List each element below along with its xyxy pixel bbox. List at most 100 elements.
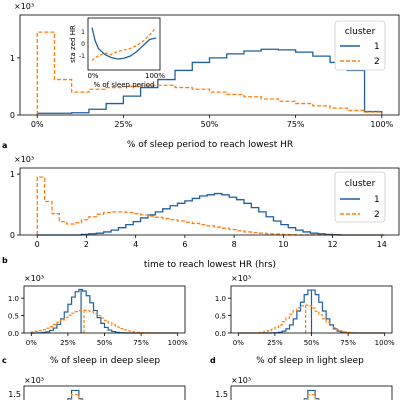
panel-a-frame bbox=[19, 14, 400, 116]
panel-b-series bbox=[36, 176, 385, 236]
panel-d-exponent: ×10³ bbox=[231, 274, 251, 283]
series-1-line bbox=[36, 48, 383, 115]
panel-a-series bbox=[36, 31, 383, 115]
panel-f-exponent: ×10³ bbox=[231, 376, 251, 385]
panel-d-ticks: 0% 25% 50% 75% 100% 0.0 0.5 1.0 bbox=[215, 295, 395, 347]
ytick-label: 0.5 bbox=[8, 313, 19, 321]
series-2-line bbox=[303, 393, 320, 400]
xtick-label: 75% bbox=[340, 339, 356, 347]
xtick-label: 25% bbox=[114, 120, 132, 129]
xtick-label: 8 bbox=[232, 240, 237, 249]
series-1-line bbox=[303, 389, 320, 400]
series-2-line bbox=[67, 393, 84, 400]
xtick-label: 2 bbox=[84, 240, 89, 249]
xtick-label: 0% bbox=[26, 339, 37, 347]
panel-a-xlabel: % of sleep period to reach lowest HR bbox=[127, 140, 293, 150]
panel-e: ×10³ 1.5 bbox=[8, 376, 186, 400]
xtick-label: 0% bbox=[233, 339, 244, 347]
ytick-label: 0.0 bbox=[215, 330, 226, 338]
xtick-label: 50% bbox=[201, 120, 219, 129]
panel-f: ×10³ 1.5 bbox=[215, 376, 393, 400]
panel-e-frame bbox=[23, 385, 186, 400]
panel-a-legend: cluster 1 2 bbox=[334, 20, 386, 71]
panel-b-xlabel: time to reach lowest HR (hrs) bbox=[144, 260, 276, 270]
xtick-label: 100% bbox=[370, 120, 393, 129]
inset-ytick-0: 0 bbox=[81, 41, 85, 48]
xtick-label: 75% bbox=[133, 339, 149, 347]
panel-b-legend: cluster 1 2 bbox=[334, 171, 386, 223]
panel-c-ticks: 0% 25% 50% 75% 100% 0.0 0.5 1.0 bbox=[8, 295, 188, 347]
inset-xlabel: % of sleep period bbox=[93, 81, 154, 89]
ytick-label: 0.5 bbox=[215, 313, 226, 321]
panel-f-ytick: 1.5 bbox=[215, 390, 228, 399]
series-1-line bbox=[37, 192, 385, 236]
panel-b-frame bbox=[19, 167, 400, 236]
inset-series-2-line bbox=[91, 27, 157, 61]
inset-ytick-neg1: -1 bbox=[79, 53, 85, 60]
ytick-label: 1 bbox=[10, 54, 15, 63]
series-2-line bbox=[36, 31, 383, 115]
panel-a: a ×10³ % of sleep period to reach lowest… bbox=[2, 2, 400, 150]
inset-series-1-line bbox=[91, 27, 157, 60]
xtick-label: 75% bbox=[287, 120, 305, 129]
panel-d-series bbox=[237, 289, 385, 334]
xtick-label: 0 bbox=[35, 240, 40, 249]
inset-ytick-1: 1 bbox=[81, 29, 85, 36]
legend-entry-2: 2 bbox=[374, 57, 380, 67]
legend-entry-1: 1 bbox=[374, 42, 380, 52]
panel-e-exponent: ×10³ bbox=[24, 376, 44, 385]
legend-title: cluster bbox=[345, 27, 376, 37]
xtick-label: 100% bbox=[168, 339, 188, 347]
panel-c-frame bbox=[23, 285, 186, 334]
ytick-label: 0.0 bbox=[8, 330, 19, 338]
inset-ylabel: sta zed HR bbox=[69, 25, 77, 63]
panel-d-letter: d bbox=[210, 356, 216, 365]
panel-f-frame bbox=[230, 385, 393, 400]
xtick-label: 6 bbox=[182, 240, 187, 249]
panel-f-series bbox=[303, 389, 320, 400]
panel-c-letter: c bbox=[2, 356, 7, 365]
xtick-label: 25% bbox=[267, 339, 283, 347]
panel-d-xlabel: % of sleep in light sleep bbox=[256, 356, 364, 366]
panel-d: d ×10³ % of sleep in light sleep 0% 25% 50… bbox=[210, 274, 395, 366]
ytick-label: 1 bbox=[10, 170, 15, 179]
legend-box bbox=[334, 171, 386, 223]
panel-e-ytick: 1.5 bbox=[8, 390, 21, 399]
panel-b: b ×10³ time to reach lowest HR (hrs) 0 2 4… bbox=[2, 155, 400, 270]
panel-e-series bbox=[67, 389, 84, 400]
inset-frame bbox=[87, 17, 161, 71]
panel-a-exponent: ×10³ bbox=[14, 2, 34, 11]
panel-d-frame bbox=[230, 285, 393, 334]
xtick-label: 50% bbox=[97, 339, 113, 347]
series-1-line bbox=[30, 288, 178, 334]
ytick-label: 1.0 bbox=[8, 295, 19, 303]
xtick-label: 50% bbox=[304, 339, 320, 347]
panel-b-exponent: ×10³ bbox=[14, 155, 34, 164]
xtick-label: 0% bbox=[31, 120, 44, 129]
ytick-label: 1.0 bbox=[215, 295, 226, 303]
panel-a-letter: a bbox=[2, 141, 7, 150]
xtick-label: 25% bbox=[60, 339, 76, 347]
xtick-label: 12 bbox=[327, 240, 337, 249]
legend-entry-1: 1 bbox=[374, 195, 380, 205]
series-1-line bbox=[67, 389, 84, 400]
panel-c: c ×10³ % of sleep in deep sleep 0% 25% 50%… bbox=[2, 274, 188, 366]
legend-title: cluster bbox=[345, 179, 376, 189]
panel-c-exponent: ×10³ bbox=[24, 274, 44, 283]
ytick-label: 0 bbox=[10, 111, 15, 120]
panel-a-ticks: 0% 25% 50% 75% 100% 0 1 bbox=[10, 54, 394, 129]
inset-series bbox=[91, 27, 157, 61]
panel-a-inset: sta zed HR 1 0 -1 0% 100% % of sleep per… bbox=[69, 17, 165, 89]
xtick-label: 4 bbox=[133, 240, 138, 249]
panel-b-letter: b bbox=[2, 256, 8, 265]
inset-xtick-0: 0% bbox=[87, 72, 98, 80]
series-2-line bbox=[36, 176, 385, 236]
xtick-label: 100% bbox=[375, 339, 395, 347]
xtick-label: 14 bbox=[377, 240, 387, 249]
ytick-label: 0 bbox=[10, 231, 15, 240]
inset-xtick-100: 100% bbox=[145, 72, 165, 80]
panel-c-xlabel: % of sleep in deep sleep bbox=[50, 356, 160, 366]
legend-entry-2: 2 bbox=[374, 210, 380, 220]
